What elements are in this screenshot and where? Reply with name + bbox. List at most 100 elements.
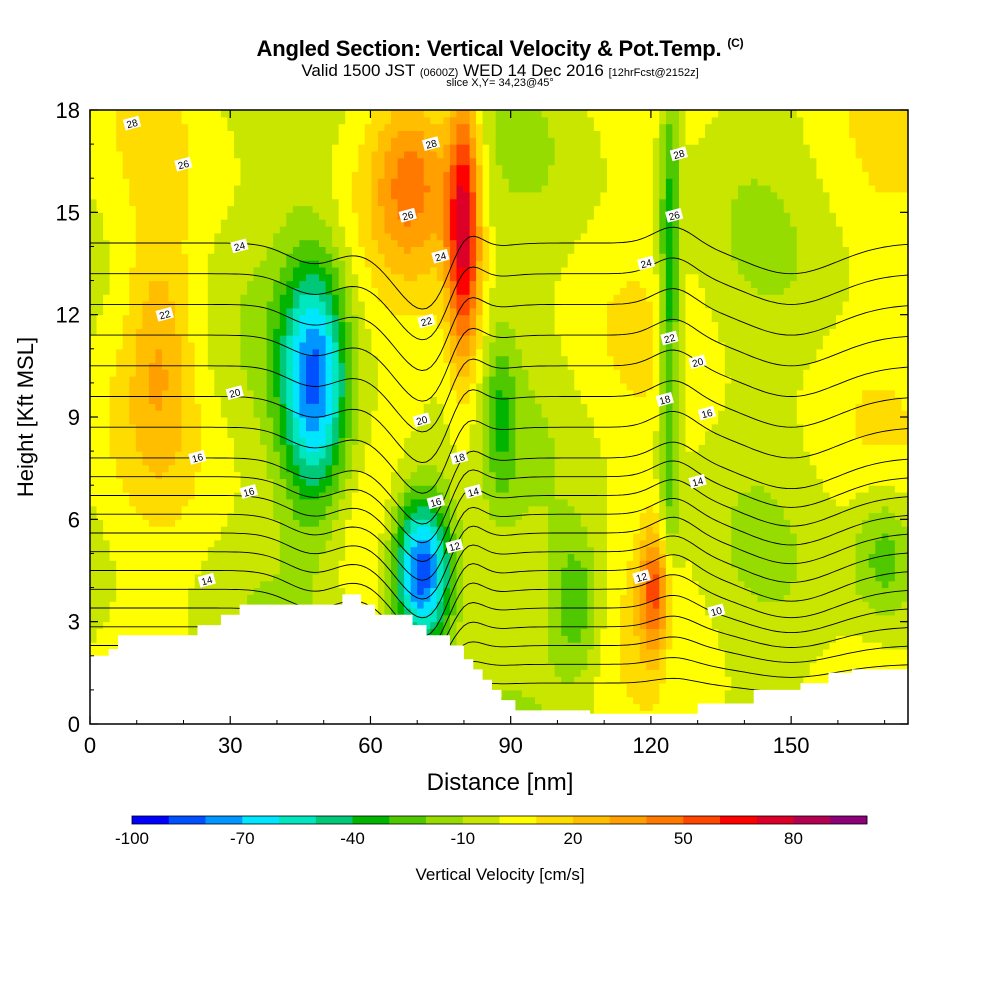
velocity-cell — [266, 355, 274, 363]
velocity-cell — [116, 150, 124, 159]
velocity-cell — [371, 464, 379, 473]
velocity-cell — [417, 348, 425, 357]
velocity-cell — [292, 328, 300, 336]
velocity-cell — [325, 498, 333, 507]
velocity-cell — [397, 382, 405, 391]
velocity-cell — [279, 546, 287, 554]
velocity-cell — [423, 307, 431, 316]
velocity-cell — [391, 150, 399, 159]
velocity-cell — [404, 116, 412, 125]
velocity-cell — [122, 560, 130, 568]
velocity-cell — [292, 273, 300, 282]
velocity-cell — [181, 328, 189, 336]
velocity-cell — [122, 294, 130, 302]
velocity-cell — [391, 185, 399, 193]
velocity-cell — [266, 471, 274, 479]
velocity-cell — [129, 198, 137, 207]
velocity-cell — [371, 382, 379, 391]
velocity-cell — [423, 553, 431, 561]
velocity-cell — [188, 621, 196, 630]
velocity-cell — [188, 294, 196, 302]
velocity-cell — [227, 253, 235, 261]
velocity-cell — [325, 314, 333, 323]
velocity-cell — [417, 144, 425, 152]
velocity-cell — [358, 403, 366, 411]
velocity-cell — [430, 430, 438, 438]
velocity-cell — [188, 287, 196, 295]
velocity-cell — [423, 116, 431, 125]
velocity-cell — [181, 280, 189, 288]
velocity-cell — [273, 423, 281, 432]
velocity-cell — [142, 369, 150, 377]
velocity-cell — [273, 178, 281, 186]
velocity-cell — [364, 553, 372, 561]
velocity-cell — [417, 150, 425, 159]
velocity-cell — [443, 212, 451, 220]
velocity-cell — [423, 369, 431, 377]
velocity-cell — [135, 546, 143, 554]
velocity-cell — [234, 478, 242, 486]
velocity-cell — [214, 260, 222, 268]
velocity-cell — [96, 608, 104, 616]
velocity-cell — [417, 614, 425, 623]
velocity-cell — [364, 335, 372, 343]
velocity-cell — [410, 560, 418, 568]
velocity-cell — [312, 116, 320, 125]
velocity-cell — [332, 396, 340, 404]
velocity-cell — [135, 376, 143, 384]
velocity-cell — [286, 417, 294, 425]
velocity-cell — [325, 294, 333, 302]
velocity-cell — [423, 150, 431, 159]
velocity-cell — [351, 362, 359, 370]
velocity-cell — [109, 505, 117, 514]
velocity-cell — [377, 471, 385, 479]
velocity-cell — [155, 294, 163, 302]
velocity-cell — [338, 157, 346, 166]
velocity-cell — [377, 123, 385, 131]
velocity-cell — [188, 403, 196, 411]
velocity-cell — [423, 287, 431, 295]
velocity-cell — [430, 417, 438, 425]
velocity-cell — [279, 348, 287, 357]
velocity-cell — [103, 539, 111, 548]
velocity-cell — [135, 437, 143, 445]
velocity-cell — [155, 457, 163, 466]
velocity-cell — [273, 533, 281, 541]
velocity-cell — [109, 519, 117, 527]
chart-subtitle: Valid 1500 JST (0600Z) WED 14 Dec 2016 [… — [0, 61, 1000, 81]
velocity-cell — [188, 464, 196, 473]
velocity-cell — [384, 307, 392, 316]
velocity-cell — [325, 198, 333, 207]
velocity-cell — [312, 546, 320, 554]
velocity-cell — [162, 464, 170, 473]
velocity-cell — [417, 362, 425, 370]
velocity-cell — [319, 369, 327, 377]
velocity-cell — [109, 328, 117, 336]
velocity-cell — [240, 164, 248, 172]
velocity-cell — [260, 376, 268, 384]
velocity-cell — [430, 539, 438, 548]
velocity-cell — [155, 471, 163, 479]
velocity-cell — [103, 621, 111, 630]
velocity-cell — [260, 471, 268, 479]
velocity-cell — [135, 232, 143, 241]
velocity-cell — [345, 239, 353, 247]
velocity-cell — [135, 198, 143, 207]
velocity-cell — [319, 301, 327, 309]
velocity-cell — [410, 533, 418, 541]
velocity-cell — [404, 178, 412, 186]
velocity-cell — [234, 321, 242, 329]
velocity-cell — [364, 219, 372, 227]
velocity-cell — [443, 621, 451, 630]
velocity-cell — [364, 362, 372, 370]
velocity-cell — [135, 280, 143, 288]
velocity-cell — [338, 266, 346, 275]
velocity-cell — [351, 573, 359, 582]
velocity-cell — [142, 512, 150, 520]
velocity-cell — [306, 144, 314, 152]
velocity-cell — [292, 478, 300, 486]
velocity-cell — [345, 519, 353, 527]
velocity-cell — [384, 430, 392, 438]
velocity-cell — [391, 130, 399, 138]
velocity-cell — [443, 232, 451, 241]
